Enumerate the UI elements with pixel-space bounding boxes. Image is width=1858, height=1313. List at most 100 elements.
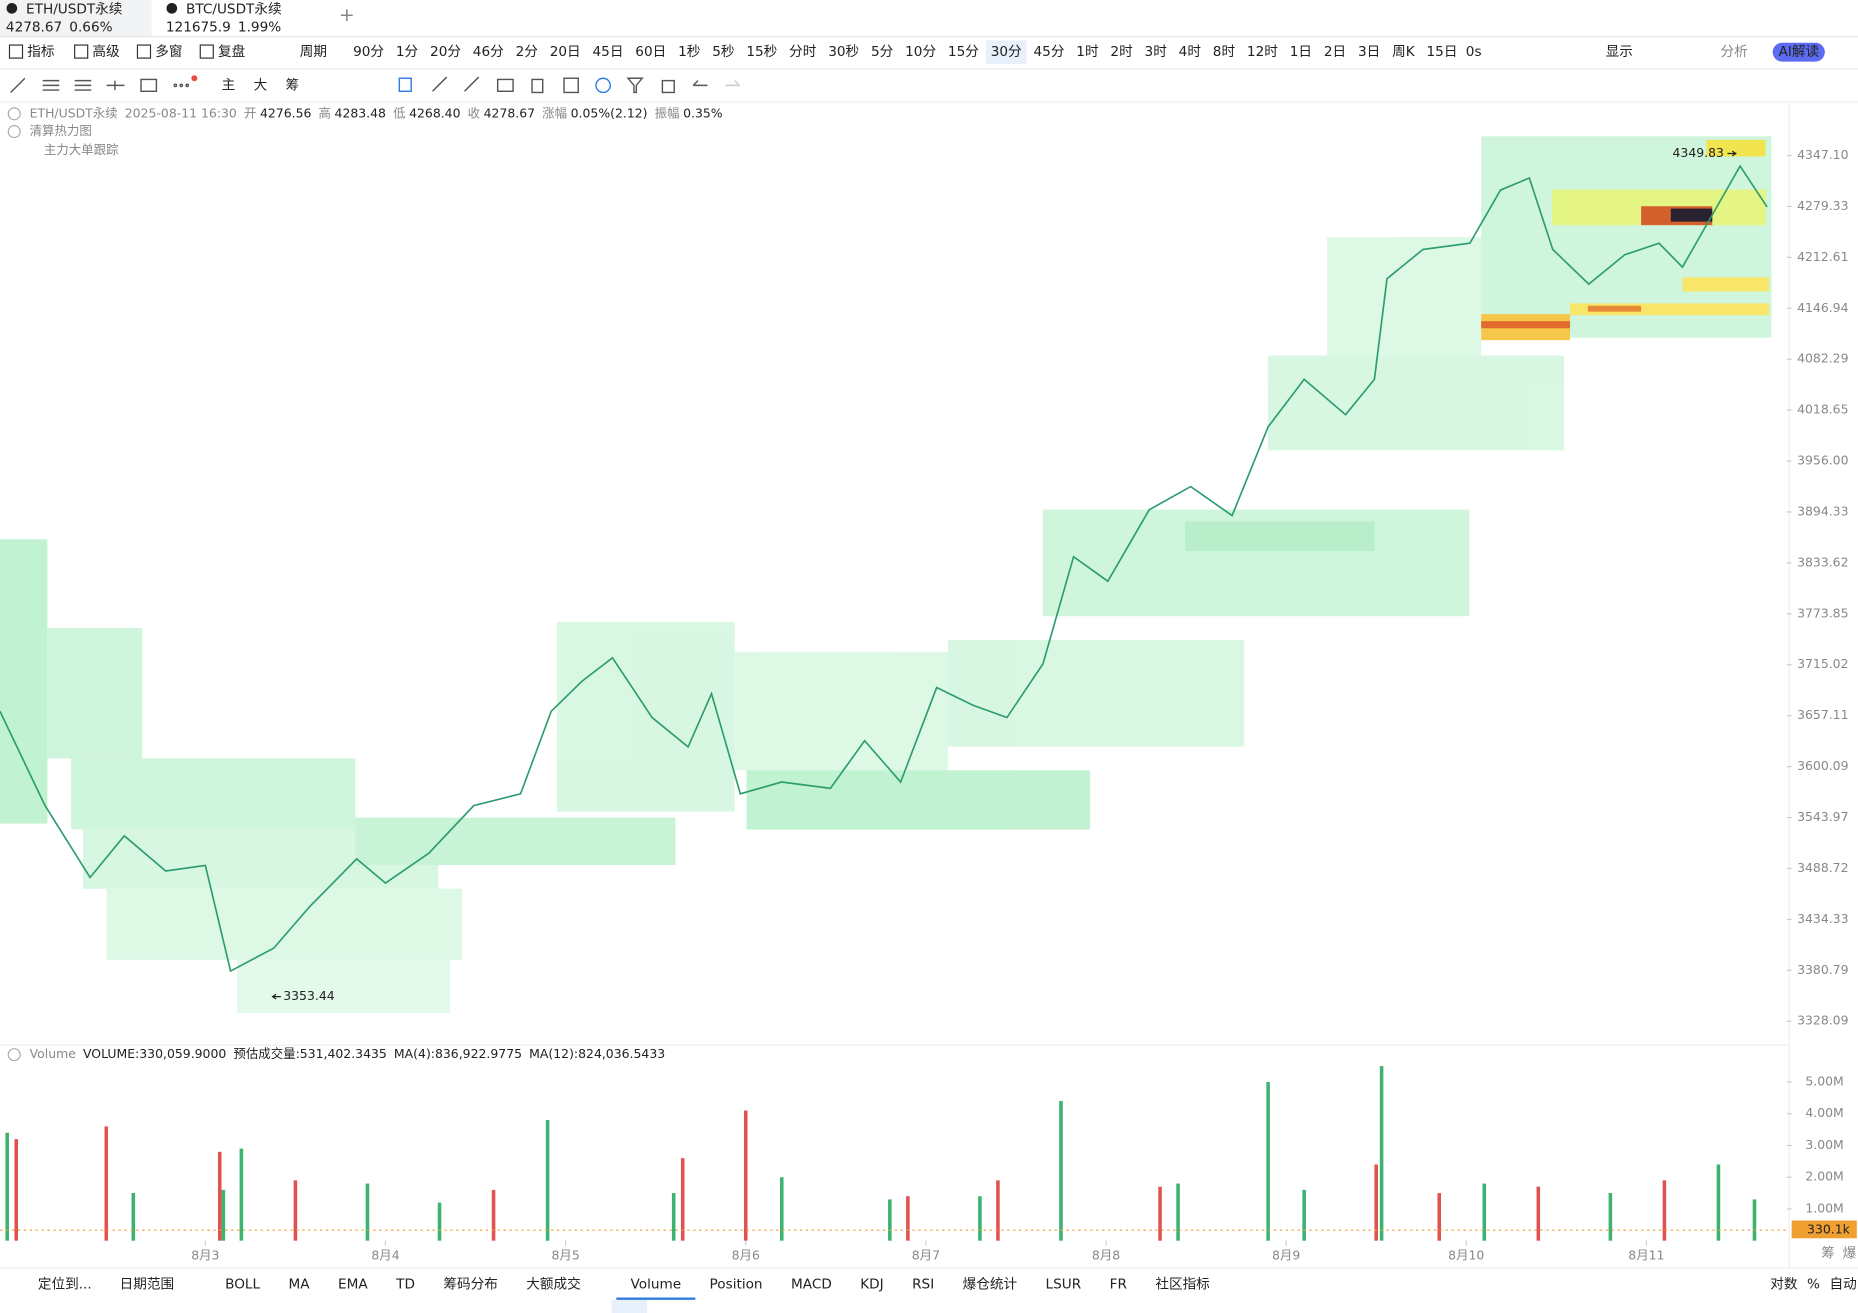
volume-bar xyxy=(1266,1081,1270,1241)
heatmap xyxy=(0,136,1772,1014)
indicator-tab[interactable]: Position xyxy=(710,1277,763,1293)
toolbar-item[interactable]: 多窗 xyxy=(155,43,182,60)
info-label: 振幅 xyxy=(655,105,680,120)
ai-button-bg[interactable] xyxy=(1772,42,1825,62)
tab-symbol[interactable]: ETH/USDT永续 xyxy=(26,2,123,18)
volume-bar xyxy=(1302,1189,1306,1241)
period[interactable]: 5秒 xyxy=(712,44,734,60)
volume-bar xyxy=(104,1126,109,1241)
info-symbol: ETH/USDT永续 xyxy=(30,105,118,120)
period[interactable]: 15分 xyxy=(948,44,979,60)
y-tick-label: 4082.29 xyxy=(1797,351,1849,366)
y-tick-label: 3657.11 xyxy=(1797,707,1848,722)
period[interactable]: 30秒 xyxy=(828,44,859,60)
indicator-tab[interactable]: 大额成交 xyxy=(526,1276,581,1293)
indicator-tab[interactable]: 爆仓统计 xyxy=(963,1277,1018,1293)
collapse-icon[interactable] xyxy=(7,1048,21,1062)
drawing-tool[interactable]: 筹 xyxy=(286,76,300,93)
period[interactable]: 4时 xyxy=(1179,44,1202,60)
collapse-icon[interactable] xyxy=(7,125,21,139)
indicator-tab[interactable]: FR xyxy=(1110,1277,1128,1293)
volume-bar xyxy=(14,1139,18,1241)
period[interactable]: 周K xyxy=(1392,44,1416,60)
active-tab[interactable] xyxy=(0,0,152,37)
side-label[interactable]: 筹 xyxy=(1821,1245,1835,1262)
period[interactable]: 15日 xyxy=(1427,44,1458,60)
period[interactable]: 15秒 xyxy=(746,44,777,60)
volume-bar xyxy=(1379,1066,1384,1241)
last-volume-box xyxy=(1791,1220,1857,1239)
y-tick-label: 5.00M xyxy=(1805,1073,1843,1088)
period[interactable]: 46分 xyxy=(473,44,504,60)
drawing-tool[interactable]: 大 xyxy=(254,77,268,93)
toolbar-right[interactable]: 显示 xyxy=(1606,44,1633,60)
volume-name: Volume xyxy=(30,1046,76,1061)
info-value: 4283.48 xyxy=(335,105,387,120)
indicator-tab[interactable]: MACD xyxy=(791,1277,832,1293)
collapse-icon[interactable] xyxy=(7,107,21,121)
toolbar-right[interactable]: 0s xyxy=(1466,44,1482,60)
indicator-tab[interactable]: EMA xyxy=(338,1277,368,1293)
low-arrow xyxy=(271,993,281,1000)
toolbar-right[interactable]: AI解读 xyxy=(1779,44,1820,60)
period[interactable]: 12时 xyxy=(1247,44,1278,60)
indicator-tab[interactable]: LSUR xyxy=(1046,1277,1082,1293)
period[interactable]: 20分 xyxy=(430,44,461,60)
period[interactable]: 30分 xyxy=(991,44,1022,60)
period[interactable]: 45分 xyxy=(1034,44,1065,60)
indicator-tab[interactable]: KDJ xyxy=(860,1277,883,1293)
indicator-tab[interactable]: BOLL xyxy=(225,1277,260,1293)
indicator-tab[interactable]: 社区指标 xyxy=(1155,1277,1210,1293)
volume-bar xyxy=(996,1180,1000,1241)
indicator-tab[interactable]: 筹码分布 xyxy=(443,1276,497,1293)
volume-bar xyxy=(293,1180,298,1241)
volume-bar xyxy=(1482,1183,1487,1241)
indicator-tab[interactable]: RSI xyxy=(912,1277,934,1293)
period[interactable]: 2分 xyxy=(516,44,539,60)
period[interactable]: 8时 xyxy=(1213,44,1236,60)
period[interactable]: 20日 xyxy=(550,44,581,60)
period[interactable]: 1日 xyxy=(1290,44,1312,60)
indicator-tab[interactable]: TD xyxy=(395,1277,415,1293)
toolbar-item[interactable]: 指标 xyxy=(27,44,55,60)
bottom-left[interactable]: 日期范围 xyxy=(120,1277,174,1293)
period-menu[interactable]: 周期 xyxy=(300,44,327,60)
tool-icons[interactable] xyxy=(10,76,740,94)
period[interactable]: 2日 xyxy=(1324,44,1346,60)
toolbar-item[interactable]: 高级 xyxy=(92,43,120,60)
overlay[interactable]: 主力大单跟踪 xyxy=(44,142,119,157)
bottom-left[interactable]: 定位到... xyxy=(38,1277,92,1293)
period[interactable]: 1时 xyxy=(1076,44,1099,60)
x-tick-label: 8月3 xyxy=(191,1248,219,1263)
add-tab[interactable]: + xyxy=(339,4,355,26)
volume-bar xyxy=(221,1189,226,1241)
indicator-tab[interactable]: MA xyxy=(289,1277,311,1293)
volume-bar xyxy=(491,1189,496,1241)
axis-option[interactable]: 自动 xyxy=(1830,1277,1857,1293)
period[interactable]: 3日 xyxy=(1358,44,1380,60)
drawing-tool[interactable]: 主 xyxy=(222,77,236,93)
period[interactable]: 1分 xyxy=(396,44,419,60)
period[interactable]: 45日 xyxy=(593,44,624,60)
period[interactable]: 5分 xyxy=(871,44,894,60)
volume-bar xyxy=(217,1151,222,1241)
period[interactable]: 60日 xyxy=(635,44,666,60)
axis-option[interactable]: % xyxy=(1807,1277,1820,1293)
period[interactable]: 3时 xyxy=(1145,44,1168,60)
axis-option[interactable]: 对数 xyxy=(1770,1277,1798,1293)
side-label[interactable]: 爆 xyxy=(1843,1246,1857,1262)
period[interactable]: 10分 xyxy=(905,44,936,60)
period[interactable]: 分时 xyxy=(789,44,817,60)
y-tick-label: 4347.10 xyxy=(1797,147,1849,162)
indicator-tab[interactable]: Volume xyxy=(631,1277,682,1293)
toolbar-right[interactable]: 分析 xyxy=(1721,44,1748,60)
period[interactable]: 1秒 xyxy=(678,44,700,60)
tab-symbol[interactable]: BTC/USDT永续 xyxy=(186,2,282,18)
high-label: 4349.83 xyxy=(1673,145,1724,160)
period[interactable]: 2时 xyxy=(1110,44,1133,60)
overlay[interactable]: 清算热力图 xyxy=(30,123,92,138)
toolbar-item[interactable]: 复盘 xyxy=(218,43,245,60)
volume-bar xyxy=(239,1148,244,1241)
y-tick-label: 3600.09 xyxy=(1797,758,1849,773)
period[interactable]: 90分 xyxy=(353,44,384,60)
